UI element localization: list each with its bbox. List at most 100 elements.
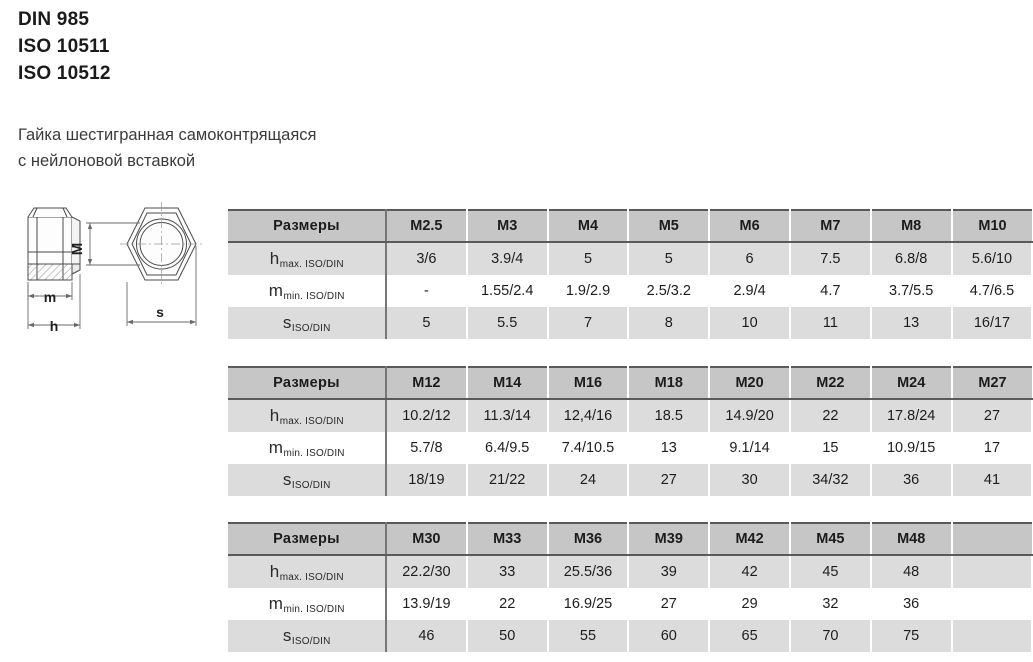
cell-s-m27: 41 [951,464,1033,496]
dimension-label-s: s [156,304,164,320]
cell-m-m36: 16.9/25 [547,588,630,620]
cell-h-m42: 42 [709,555,791,588]
table-row-h: hmax. ISO/DIN 10.2/12 11.3/14 12,4/16 18… [228,399,1033,432]
column-header-m36: M36 [547,522,630,556]
dimensions-table-3: Размеры M30 M33 M36 M39 M42 M45 M48 hmax… [228,522,1033,652]
cell-h-m39: 39 [628,555,711,588]
cell-s-m18: 27 [628,464,711,496]
cell-h-m36: 25.5/36 [547,555,630,588]
table-row-h: hmax. ISO/DIN 22.2/30 33 25.5/36 39 42 4… [228,555,1033,588]
cell-m-m20: 9.1/14 [709,432,791,464]
cell-m-m2-5: - [386,275,468,307]
cell-s-m12: 18/19 [386,464,468,496]
cell-m-m22: 15 [789,432,872,464]
cell-h-m6: 6 [709,242,791,275]
cell-m-m7: 4.7 [789,275,872,307]
table-row-m: mmin. ISO/DIN 5.7/8 6.4/9.5 7.4/10.5 13 … [228,432,1033,464]
cell-m-m27: 17 [951,432,1033,464]
cell-h-m12: 10.2/12 [386,399,468,432]
cell-m-m24: 10.9/15 [870,432,953,464]
cell-h-m14: 11.3/14 [466,399,549,432]
cell-m-m39: 27 [628,588,711,620]
dimension-label-m: m [44,289,56,305]
cell-m-m33: 22 [466,588,549,620]
cell-h-m20: 14.9/20 [709,399,791,432]
cell-m-m6: 2.9/4 [709,275,791,307]
cell-m-m42: 29 [709,588,791,620]
table-header-row: Размеры M2.5 M3 M4 M5 M6 M7 M8 M10 [228,209,1033,243]
cell-s-m36: 55 [547,620,630,652]
row-label-h: hmax. ISO/DIN [228,399,387,432]
column-header-m18: M18 [628,366,711,400]
column-header-sizes: Размеры [228,522,387,556]
column-header-m45: M45 [789,522,872,556]
dimension-M [86,222,140,266]
cell-m-m16: 7.4/10.5 [547,432,630,464]
column-header-m8: M8 [870,209,953,243]
cell-h-m45: 45 [789,555,872,588]
cell-m-m4: 1.9/2.9 [547,275,630,307]
standard-din: DIN 985 [18,9,90,30]
cell-s-empty [951,620,1033,652]
cell-h-m5: 5 [628,242,711,275]
cell-s-m2-5: 5 [386,307,468,339]
table-row-m: mmin. ISO/DIN - 1.55/2.4 1.9/2.9 2.5/3.2… [228,275,1033,307]
cell-s-m6: 10 [709,307,791,339]
table-row-s: sISO/DIN 5 5.5 7 8 10 11 13 16/17 [228,307,1033,339]
cell-s-m7: 11 [789,307,872,339]
column-header-m16: M16 [547,366,630,400]
description-line-2: с нейлоновой вставкой [18,152,196,170]
cell-s-m24: 36 [870,464,953,496]
cell-m-m12: 5.7/8 [386,432,468,464]
table-row-m: mmin. ISO/DIN 13.9/19 22 16.9/25 27 29 3… [228,588,1033,620]
column-header-m4: M4 [547,209,630,243]
column-header-m20: M20 [709,366,791,400]
cell-s-m33: 50 [466,620,549,652]
cell-h-m24: 17.8/24 [870,399,953,432]
table-row-s: sISO/DIN 46 50 55 60 65 70 75 [228,620,1033,652]
row-label-m: mmin. ISO/DIN [228,588,387,620]
column-header-m48: M48 [870,522,953,556]
standard-iso-10511: ISO 10511 [18,36,110,57]
cell-s-m22: 34/32 [789,464,872,496]
cell-s-m3: 5.5 [466,307,549,339]
column-header-m5: M5 [628,209,711,243]
cell-h-m3: 3.9/4 [466,242,549,275]
column-header-m27: M27 [951,366,1033,400]
cell-s-m39: 60 [628,620,711,652]
cell-m-m10: 4.7/6.5 [951,275,1033,307]
column-header-sizes: Размеры [228,209,387,243]
cell-m-m3: 1.55/2.4 [466,275,549,307]
cell-s-m30: 46 [386,620,468,652]
cell-h-m8: 6.8/8 [870,242,953,275]
table-header-row: Размеры M30 M33 M36 M39 M42 M45 M48 [228,522,1033,556]
cell-s-m8: 13 [870,307,953,339]
cell-h-m4: 5 [547,242,630,275]
row-label-s: sISO/DIN [228,464,387,496]
row-label-m: mmin. ISO/DIN [228,275,387,307]
dimension-s [126,246,197,326]
cell-s-m48: 75 [870,620,953,652]
row-label-s: sISO/DIN [228,307,387,339]
cell-m-m14: 6.4/9.5 [466,432,549,464]
cell-m-m48: 36 [870,588,953,620]
column-header-m7: M7 [789,209,872,243]
cell-h-m10: 5.6/10 [951,242,1033,275]
cell-s-m4: 7 [547,307,630,339]
column-header-m6: M6 [709,209,791,243]
cell-h-m18: 18.5 [628,399,711,432]
row-label-h: hmax. ISO/DIN [228,242,387,275]
column-header-m2-5: M2.5 [386,209,468,243]
column-header-sizes: Размеры [228,366,387,400]
cell-m-m30: 13.9/19 [386,588,468,620]
cell-s-m10: 16/17 [951,307,1033,339]
dimension-label-M: M [69,243,86,256]
product-description: Гайка шестигранная самоконтрящаяся с ней… [18,122,448,174]
table-header-row: Размеры M12 M14 M16 M18 M20 M22 M24 M27 [228,366,1033,400]
cell-m-empty [951,588,1033,620]
technical-drawing: m h [8,196,220,338]
column-header-empty [951,522,1033,556]
column-header-m24: M24 [870,366,953,400]
cell-h-empty [951,555,1033,588]
cell-m-m45: 32 [789,588,872,620]
